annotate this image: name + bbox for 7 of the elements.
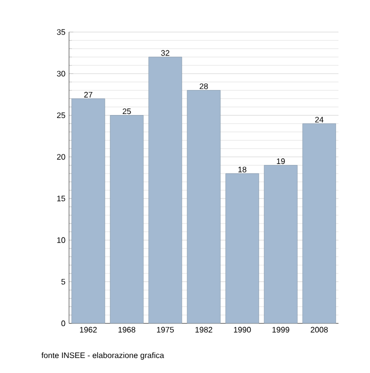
bar: [302, 123, 336, 324]
bar: [187, 90, 221, 324]
bar: [264, 165, 298, 324]
bar: [226, 173, 260, 324]
bar: [110, 115, 144, 324]
bar: [148, 56, 182, 324]
bar: [72, 98, 106, 324]
